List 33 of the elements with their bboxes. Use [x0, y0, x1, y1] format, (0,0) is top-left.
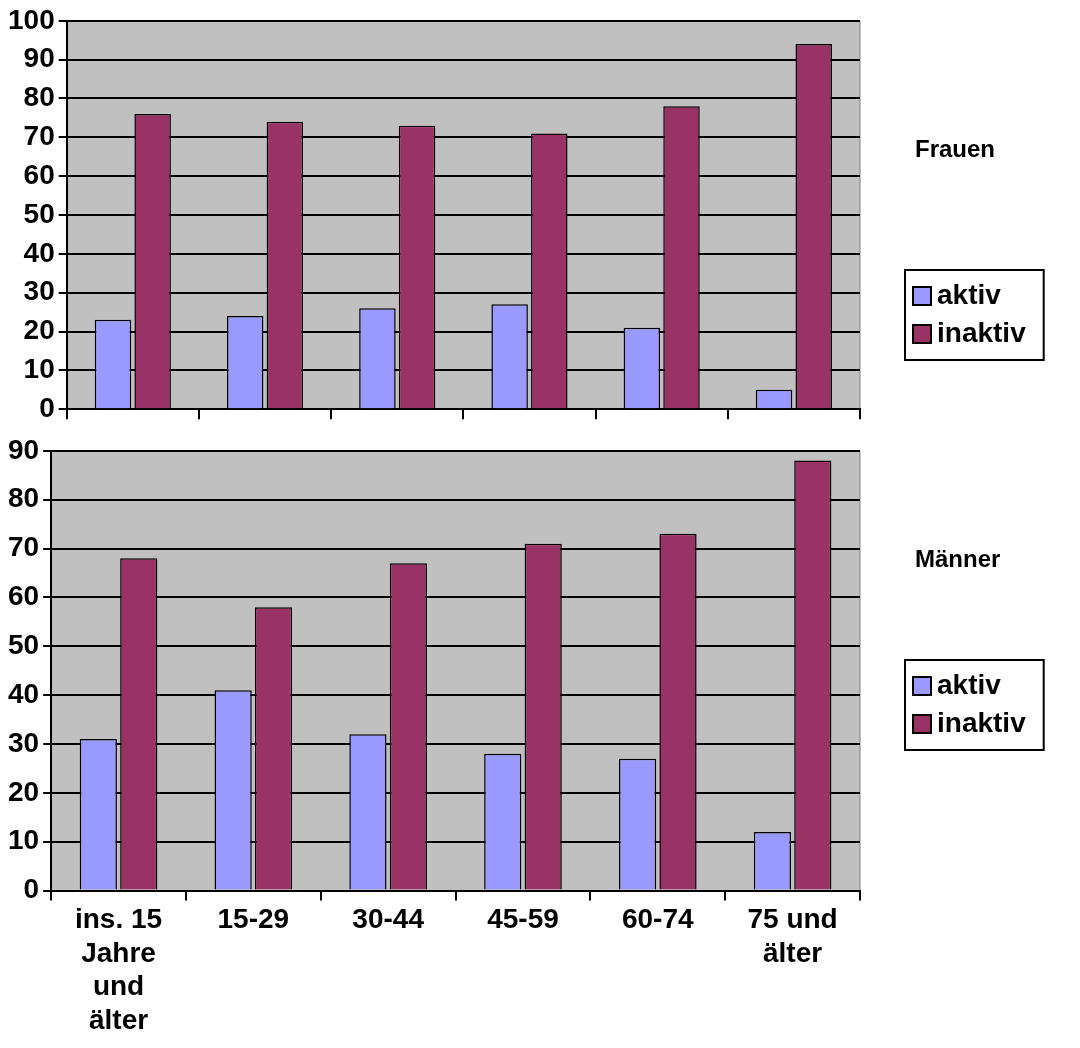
y-tick-label: 70 — [23, 120, 55, 152]
x-tick-label: 30-44 — [352, 903, 425, 935]
y-tick-label: 100 — [8, 3, 55, 35]
y-tick-label: 30 — [7, 726, 40, 758]
y-tick-label: 90 — [23, 42, 55, 74]
x-tick-label: ins. 15 Jahre und älter — [74, 903, 163, 1035]
x-tick-label: 15-29 — [217, 903, 290, 935]
y-tick-label: 60 — [7, 580, 40, 612]
x-tick-label: 75 und älter — [747, 903, 838, 968]
text: Männer — [915, 544, 1001, 572]
y-tick-label: 90 — [7, 433, 40, 465]
y-tick-label: 0 — [23, 873, 40, 905]
x-tick-label: 45-59 — [487, 903, 559, 935]
y-tick-label: 10 — [7, 824, 40, 856]
y-tick-label: 60 — [23, 158, 55, 190]
legend-label: aktiv — [937, 278, 1002, 310]
y-tick-label: 20 — [23, 314, 55, 346]
y-tick-label: 30 — [23, 275, 55, 307]
y-tick-label: 80 — [7, 482, 40, 514]
y-tick-label: 40 — [7, 677, 40, 709]
y-tick-label: 0 — [39, 391, 55, 423]
text: Frauen — [915, 134, 996, 162]
legend-label: aktiv — [937, 668, 1002, 700]
x-tick-label: 60-74 — [621, 903, 695, 935]
legend-label: inaktiv — [937, 316, 1027, 348]
y-tick-label: 10 — [23, 353, 55, 385]
y-tick-label: 20 — [7, 775, 40, 807]
y-tick-label: 70 — [7, 531, 40, 563]
y-tick-label: 40 — [23, 236, 55, 268]
y-tick-label: 50 — [7, 628, 40, 660]
legend-label: inaktiv — [937, 706, 1027, 738]
y-tick-label: 50 — [23, 197, 55, 229]
y-tick-label: 80 — [23, 81, 55, 113]
